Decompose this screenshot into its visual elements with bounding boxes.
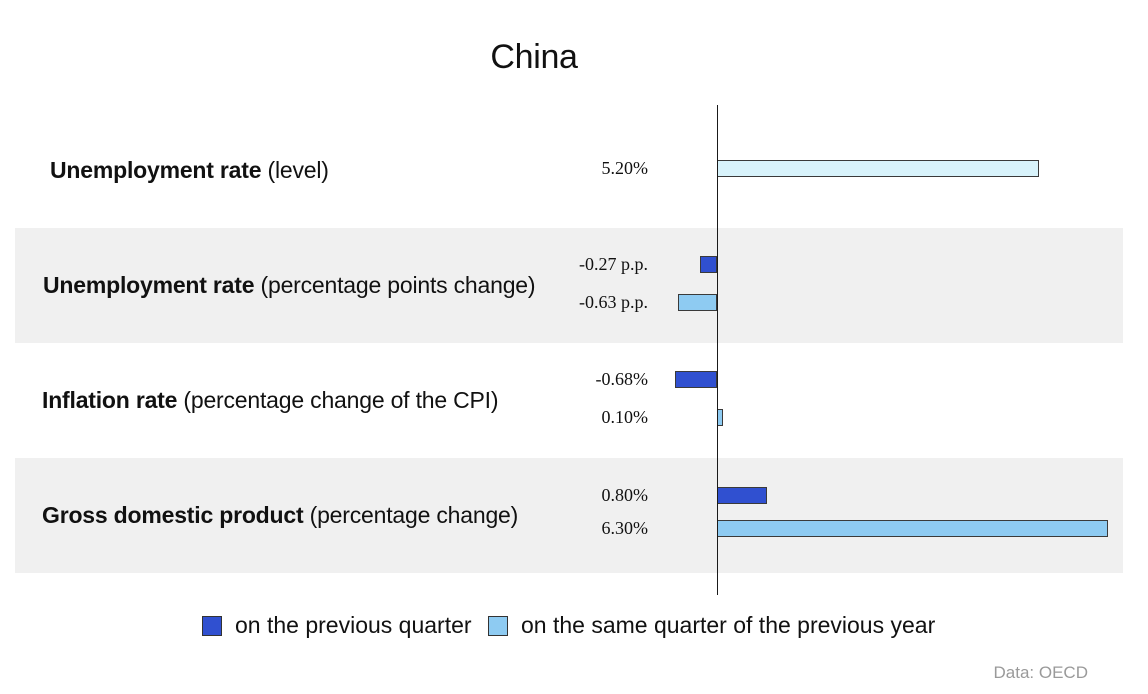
bar-previous-quarter: [700, 256, 717, 273]
value-label: -0.27 p.p.: [579, 253, 648, 274]
indicator-label: Unemployment rate (level): [50, 157, 329, 184]
source-note: Data: OECD: [993, 663, 1088, 682]
legend-swatch-previous-year: [488, 615, 508, 636]
indicator-label-detail: (percentage change): [303, 501, 519, 528]
value-label: -0.63 p.p.: [579, 291, 648, 312]
legend-label-previous-year: on the same quarter of the previous year: [521, 612, 936, 638]
indicator-label-detail: (level): [261, 156, 329, 183]
bar-previous-quarter: [717, 487, 767, 504]
row-band: [15, 228, 1123, 343]
indicator-label: Gross domestic product (percentage chang…: [42, 502, 518, 529]
chart-title: China: [490, 38, 578, 76]
indicator-label-bold: Unemployment rate: [43, 271, 255, 298]
indicator-label-detail: (percentage change of the CPI): [177, 386, 499, 413]
legend-label-previous-quarter: on the previous quarter: [235, 612, 472, 638]
bar-previous-year: [717, 520, 1108, 537]
indicator-label-bold: Inflation rate: [42, 386, 178, 413]
value-label: 0.80%: [601, 484, 649, 505]
zero-axis-line: [717, 105, 718, 595]
value-label: -0.68%: [595, 368, 649, 389]
row-band: [15, 458, 1123, 573]
bar-previous-year: [677, 294, 717, 311]
indicator-label-bold: Gross domestic product: [42, 501, 304, 528]
indicator-label: Unemployment rate (percentage points cha…: [43, 271, 536, 299]
indicator-label: Inflation rate (percentage change of the…: [42, 386, 499, 414]
indicator-label-detail: (percentage points change): [254, 271, 536, 298]
value-label: 5.20%: [601, 157, 649, 178]
indicator-label-bold: Unemployment rate: [50, 156, 262, 183]
legend-item-previous-quarter: on the previous quarter: [202, 612, 472, 639]
value-label: 6.30%: [601, 517, 649, 538]
legend: on the previous quarter on the same quar…: [0, 612, 1148, 642]
legend-item-previous-year: on the same quarter of the previous year: [488, 612, 935, 639]
value-label: 0.10%: [601, 406, 649, 427]
bar-previous-quarter: [674, 371, 717, 388]
bar-level: [717, 160, 1040, 177]
legend-swatch-previous-quarter: [202, 615, 222, 636]
